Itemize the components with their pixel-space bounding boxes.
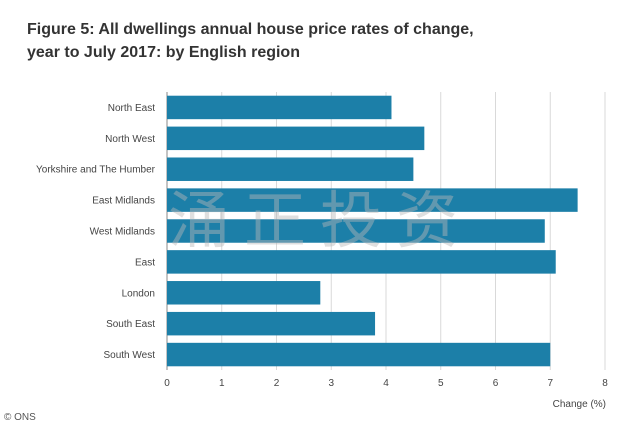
category-label: London (122, 288, 155, 299)
chart-title-line-2: year to July 2017: by English region (27, 44, 300, 61)
category-label: South East (106, 319, 155, 330)
bar (167, 250, 556, 274)
x-axis-title: Change (%) (553, 399, 606, 410)
category-labels: North East North West Yorkshire and The Hu… (36, 103, 156, 361)
x-tick-label: 3 (328, 378, 334, 389)
x-tick-label: 6 (493, 378, 499, 389)
x-tick-label: 4 (383, 378, 389, 389)
x-tick-labels: 0 1 2 3 4 5 6 7 8 (164, 378, 608, 389)
bar (167, 342, 551, 367)
bar (167, 311, 376, 336)
chart-title: Figure 5: All dwellings annual house pri… (27, 18, 617, 64)
x-tick-label: 2 (274, 378, 280, 389)
x-tick-label: 1 (219, 378, 225, 389)
x-tick-label: 7 (547, 378, 553, 389)
bar (167, 188, 578, 212)
category-label: North East (108, 103, 155, 114)
bar (167, 219, 545, 243)
category-label: South West (103, 350, 155, 361)
category-label: Yorkshire and The Humber (36, 165, 156, 176)
x-tick-label: 5 (438, 378, 444, 389)
category-label: East Midlands (92, 196, 155, 207)
bars (167, 95, 578, 367)
bar (167, 95, 392, 120)
bar (167, 126, 425, 151)
chart-title-line-1: Figure 5: All dwellings annual house pri… (27, 21, 474, 38)
x-tick-label: 0 (164, 378, 170, 389)
category-label: West Midlands (90, 227, 155, 238)
x-tick-label: 8 (602, 378, 608, 389)
watermark: 涌正投资 (168, 184, 473, 257)
source-credit: © ONS (4, 412, 36, 423)
bar (167, 157, 414, 181)
category-label: North West (105, 134, 155, 145)
category-label: East (135, 257, 155, 268)
bar (167, 281, 321, 305)
